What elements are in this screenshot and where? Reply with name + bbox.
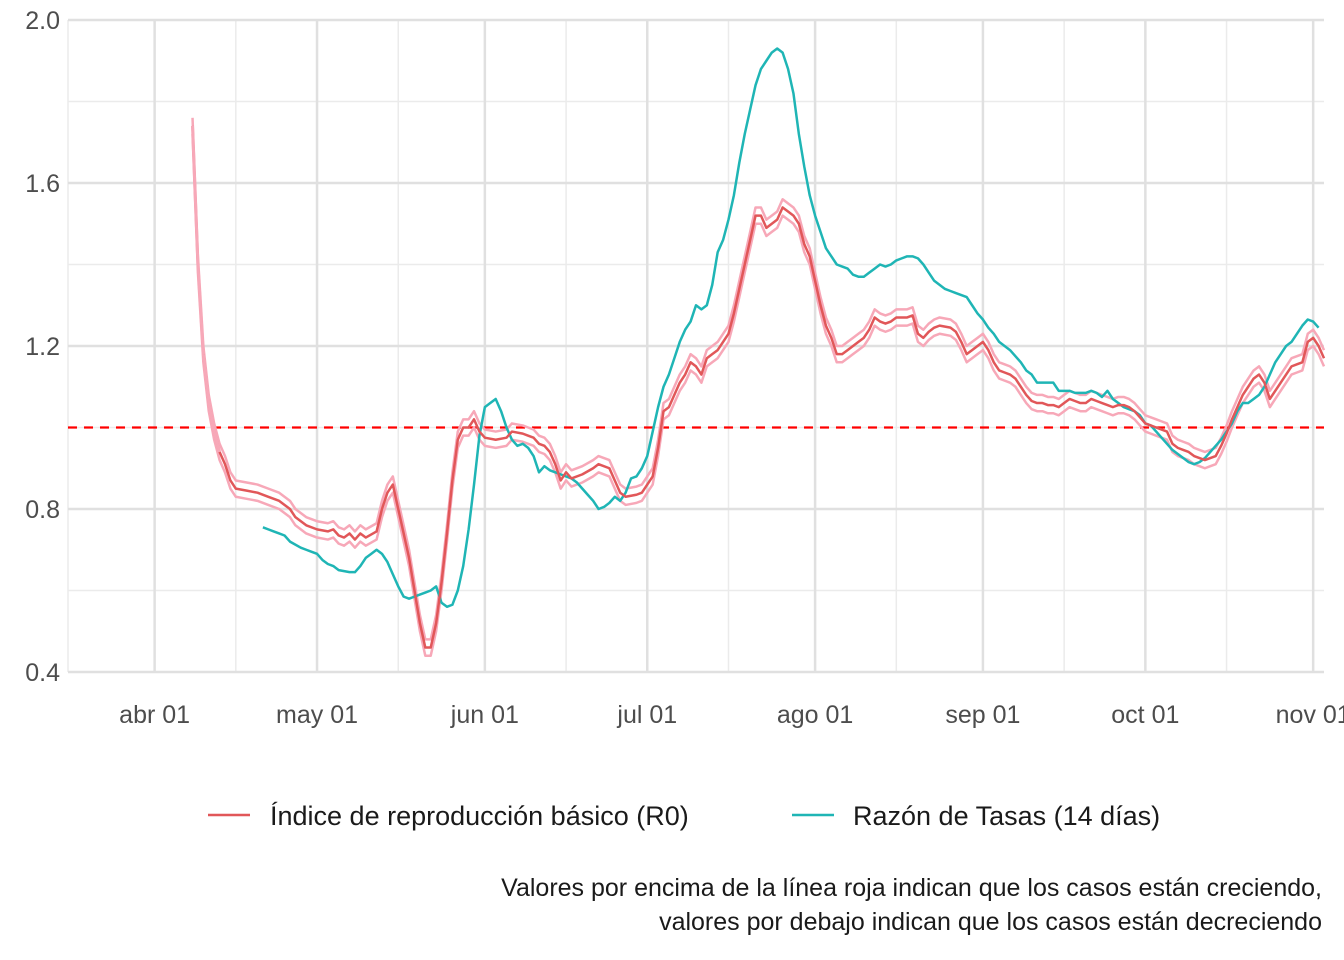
r0-upper-band bbox=[191, 117, 1326, 641]
series-line-r0-early bbox=[191, 125, 222, 453]
x-tick-label: nov 01 bbox=[1276, 701, 1344, 729]
y-tick-label: 1.2 bbox=[25, 333, 60, 361]
y-tick-label: 1.6 bbox=[25, 170, 60, 198]
x-tick-label: jul 01 bbox=[616, 701, 677, 729]
series-line-r0 bbox=[191, 125, 1326, 649]
caption: Valores por encima de la línea roja indi… bbox=[501, 874, 1322, 936]
y-tick-label: 2.0 bbox=[25, 7, 60, 35]
major-grid bbox=[68, 18, 1324, 674]
y-tick-label: 0.8 bbox=[25, 496, 60, 524]
r0-lower-band bbox=[191, 134, 1326, 657]
legend-label-r0: Índice de reproducción básico (R0) bbox=[270, 801, 689, 831]
x-tick-label: ago 01 bbox=[777, 701, 853, 729]
series-layer bbox=[191, 47, 1326, 657]
x-tick-label: jun 01 bbox=[450, 701, 519, 729]
x-tick-label: sep 01 bbox=[945, 701, 1020, 729]
caption-line-1: Valores por encima de la línea roja indi… bbox=[501, 874, 1322, 902]
series-line-razon bbox=[262, 47, 1320, 609]
x-axis-tick-labels: abr 01 may 01 jun 01 jul 01 ago 01 sep 01 oct … bbox=[119, 701, 1344, 729]
y-axis-tick-labels: 0.4 0.8 1.2 1.6 2.0 bbox=[25, 7, 60, 687]
y-tick-label: 0.4 bbox=[25, 659, 60, 687]
legend: Índice de reproducción básico (R0) Razón… bbox=[208, 801, 1160, 831]
x-tick-label: may 01 bbox=[276, 701, 358, 729]
caption-line-2: valores por debajo indican que los casos… bbox=[659, 908, 1322, 936]
x-tick-label: oct 01 bbox=[1111, 701, 1179, 729]
legend-label-razon: Razón de Tasas (14 días) bbox=[853, 801, 1160, 831]
x-tick-label: abr 01 bbox=[119, 701, 190, 729]
